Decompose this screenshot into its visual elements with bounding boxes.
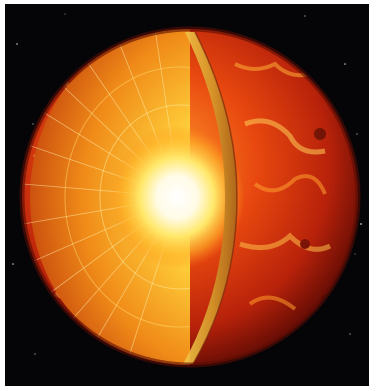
sun-illustration — [12, 13, 362, 368]
sun-core — [109, 125, 245, 269]
cut-face — [183, 32, 237, 364]
star-field — [12, 13, 362, 355]
space-background — [5, 4, 369, 386]
